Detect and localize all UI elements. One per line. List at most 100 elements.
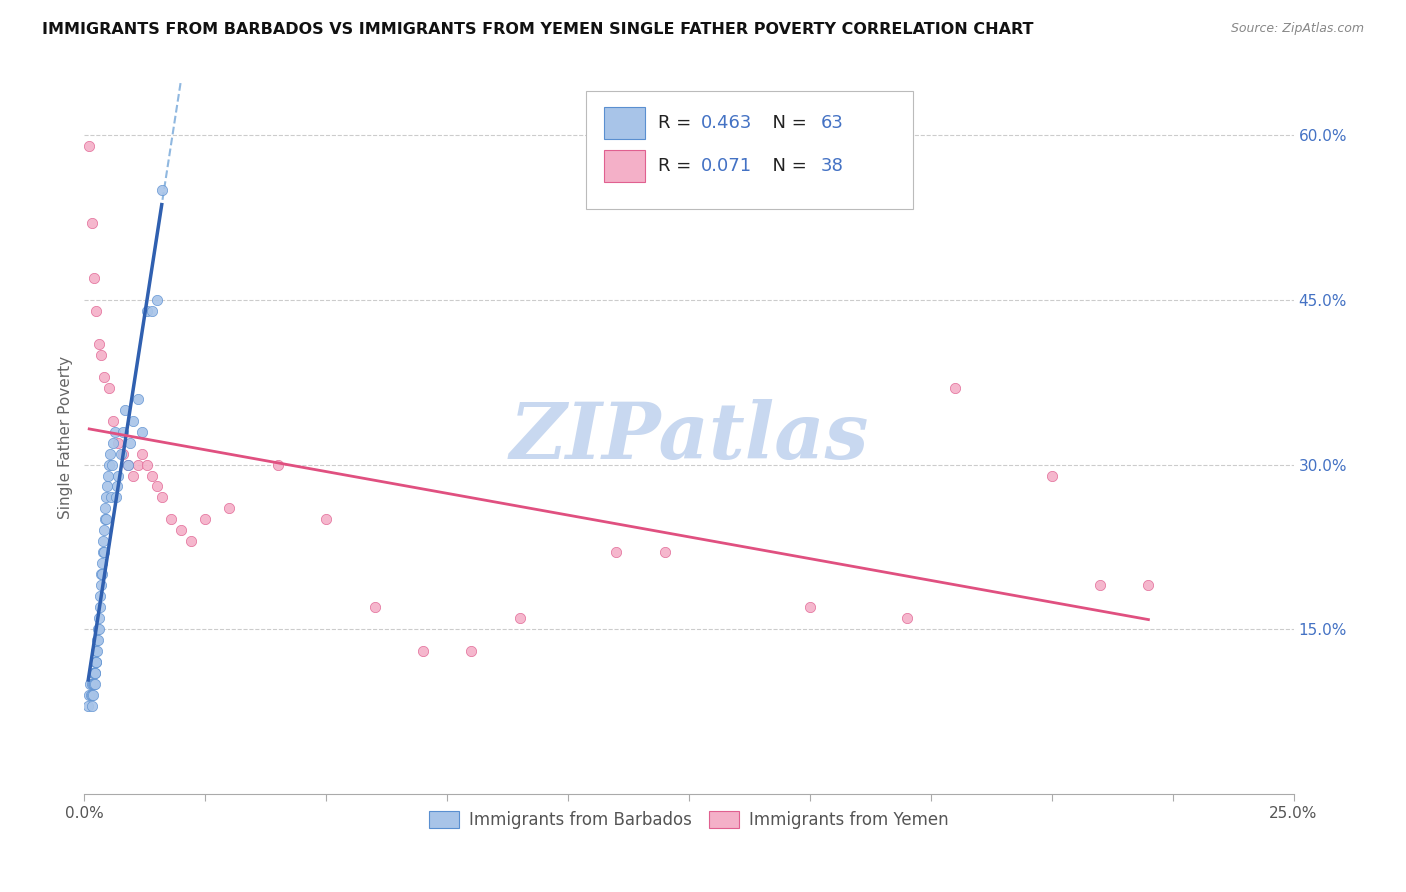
Text: R =: R =: [658, 157, 696, 175]
Point: [84, 666, 107, 681]
Text: 63: 63: [821, 114, 844, 132]
Point: [509, 611, 531, 625]
Point: [93, 512, 115, 526]
Point: [97, 381, 120, 395]
Point: [90, 348, 112, 362]
Point: [103, 414, 125, 428]
Point: [107, 468, 129, 483]
Point: [93, 369, 115, 384]
Text: N =: N =: [762, 114, 813, 132]
Point: [96, 479, 118, 493]
Point: [1040, 468, 1063, 483]
Point: [110, 446, 132, 460]
Y-axis label: Single Father Poverty: Single Father Poverty: [58, 356, 73, 518]
Point: [146, 479, 169, 493]
Point: [86, 303, 108, 318]
Point: [136, 458, 159, 472]
Point: [80, 677, 103, 691]
Point: [114, 402, 136, 417]
Point: [93, 524, 115, 538]
Point: [90, 567, 112, 582]
Point: [121, 414, 143, 428]
Point: [97, 458, 120, 472]
Point: [150, 183, 173, 197]
Point: [94, 512, 117, 526]
Point: [91, 534, 114, 549]
Point: [180, 534, 202, 549]
Point: [103, 435, 125, 450]
Point: [84, 655, 107, 669]
Point: [141, 303, 163, 318]
Legend: Immigrants from Barbados, Immigrants from Yemen: Immigrants from Barbados, Immigrants fro…: [423, 804, 955, 836]
Point: [127, 392, 149, 406]
Point: [98, 446, 121, 460]
Point: [86, 644, 108, 658]
Point: [89, 589, 111, 603]
Point: [83, 677, 105, 691]
Text: ZIPatlas: ZIPatlas: [509, 399, 869, 475]
Point: [90, 557, 112, 571]
Point: [267, 458, 290, 472]
Point: [160, 512, 183, 526]
Point: [82, 688, 104, 702]
Point: [87, 633, 110, 648]
Text: N =: N =: [762, 157, 813, 175]
FancyBboxPatch shape: [605, 107, 645, 139]
Point: [87, 622, 110, 636]
Point: [194, 512, 217, 526]
Point: [86, 644, 108, 658]
Point: [77, 688, 100, 702]
Point: [86, 655, 108, 669]
Point: [83, 666, 105, 681]
Text: 0.071: 0.071: [702, 157, 752, 175]
Point: [1088, 578, 1111, 592]
Point: [654, 545, 676, 559]
Text: IMMIGRANTS FROM BARBADOS VS IMMIGRANTS FROM YEMEN SINGLE FATHER POVERTY CORRELAT: IMMIGRANTS FROM BARBADOS VS IMMIGRANTS F…: [42, 22, 1033, 37]
Point: [83, 271, 105, 285]
Point: [86, 633, 108, 648]
Point: [121, 468, 143, 483]
Point: [460, 644, 482, 658]
Text: R =: R =: [658, 114, 696, 132]
Point: [150, 491, 173, 505]
Point: [82, 666, 104, 681]
Point: [120, 435, 142, 450]
Point: [87, 336, 110, 351]
Point: [100, 491, 122, 505]
Point: [91, 567, 114, 582]
Point: [131, 425, 153, 439]
Point: [79, 688, 101, 702]
Point: [1137, 578, 1160, 592]
FancyBboxPatch shape: [586, 91, 912, 209]
Point: [91, 545, 114, 559]
Point: [218, 501, 240, 516]
Point: [77, 139, 100, 153]
Point: [896, 611, 918, 625]
Point: [89, 611, 111, 625]
Point: [104, 491, 127, 505]
Point: [80, 216, 103, 230]
Point: [94, 501, 117, 516]
Point: [105, 479, 128, 493]
Point: [146, 293, 169, 307]
Point: [363, 600, 385, 615]
Point: [84, 655, 107, 669]
Point: [112, 425, 135, 439]
Point: [315, 512, 337, 526]
Point: [117, 458, 139, 472]
Point: [136, 303, 159, 318]
Point: [83, 677, 105, 691]
Point: [101, 458, 124, 472]
Point: [112, 446, 135, 460]
Text: 38: 38: [821, 157, 844, 175]
Point: [90, 578, 112, 592]
Text: 0.463: 0.463: [702, 114, 752, 132]
Point: [82, 688, 104, 702]
Point: [93, 545, 115, 559]
Point: [82, 677, 104, 691]
Point: [107, 435, 129, 450]
FancyBboxPatch shape: [605, 150, 645, 182]
Point: [412, 644, 434, 658]
Point: [799, 600, 821, 615]
Point: [94, 491, 117, 505]
